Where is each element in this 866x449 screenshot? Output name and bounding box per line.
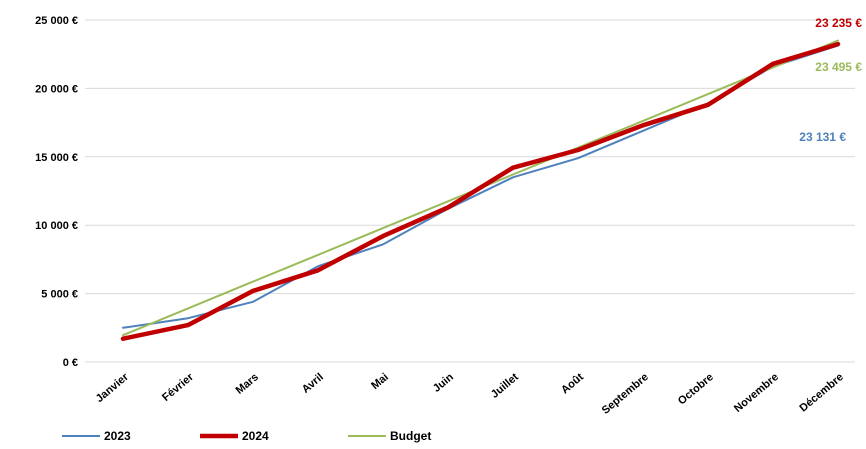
x-tick-label: Septembre [600,371,651,417]
x-tick-label: Juin [431,371,456,395]
y-tick-label: 0 € [63,357,78,369]
y-tick-label: 20 000 € [35,83,78,95]
y-tick-label: 5 000 € [41,289,78,301]
grid-lines [85,20,855,294]
x-tick-label: Mai [369,371,391,392]
legend-label-2023: 2023 [104,429,131,443]
x-tick-label: Avril [300,371,326,396]
x-tick-label: Novembre [732,371,781,415]
x-tick-label: Février [160,371,196,404]
y-tick-label: 10 000 € [35,220,78,232]
x-tick-label: Octobre [676,371,716,407]
y-tick-labels: 0 € 5 000 € 10 000 € 15 000 € 20 000 € 25 000… [35,15,78,369]
end-label-budget: 23 495 € [815,60,862,74]
x-tick-label: Juillet [489,371,521,401]
x-tick-label: Août [559,371,586,397]
end-labels: 23 131 € 23 235 € 23 495 € [799,16,862,144]
x-tick-label: Décembre [797,371,845,414]
legend: 2023 2024 Budget [62,429,431,443]
end-label-2023: 23 131 € [799,130,846,144]
x-tick-labels: Janvier Février Mars Avril Mai Juin Juillet Aoû… [94,371,846,417]
y-tick-label: 15 000 € [35,152,78,164]
x-tick-label: Mars [234,371,261,397]
y-tick-label: 25 000 € [35,15,78,27]
legend-label-budget: Budget [390,429,431,443]
x-tick-label: Janvier [94,371,132,405]
legend-label-2024: 2024 [242,429,269,443]
end-label-2024: 23 235 € [815,16,862,30]
